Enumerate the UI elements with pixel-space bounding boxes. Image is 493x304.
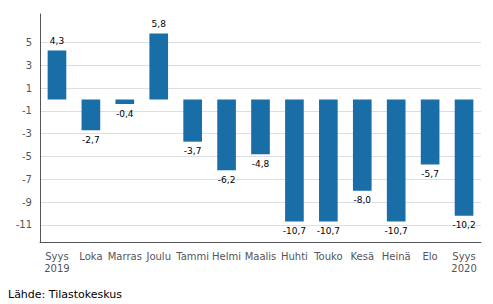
- svg-text:Joulu: Joulu: [145, 251, 171, 262]
- svg-text:Heinä: Heinä: [382, 251, 411, 262]
- svg-text:-10,7: -10,7: [317, 226, 340, 236]
- svg-text:-4,8: -4,8: [252, 159, 270, 169]
- svg-text:-9: -9: [22, 197, 32, 208]
- svg-text:-10,2: -10,2: [452, 220, 475, 230]
- svg-text:Helmi: Helmi: [212, 251, 241, 262]
- svg-text:2020: 2020: [451, 263, 476, 274]
- svg-text:-2,7: -2,7: [82, 135, 100, 145]
- svg-text:3: 3: [26, 60, 32, 71]
- svg-text:-3,7: -3,7: [184, 146, 202, 156]
- svg-text:-5,7: -5,7: [421, 169, 439, 179]
- svg-text:-11: -11: [16, 219, 32, 230]
- svg-text:2019: 2019: [44, 263, 69, 274]
- svg-text:Maalis: Maalis: [245, 251, 277, 262]
- svg-text:Huhti: Huhti: [281, 251, 308, 262]
- svg-text:Kesä: Kesä: [350, 251, 374, 262]
- svg-text:-6,2: -6,2: [218, 175, 236, 185]
- svg-text:Loka: Loka: [79, 251, 102, 262]
- svg-text:-3: -3: [22, 128, 32, 139]
- svg-text:-8,0: -8,0: [353, 195, 371, 205]
- svg-text:Touko: Touko: [313, 251, 342, 262]
- svg-text:4,3: 4,3: [50, 36, 64, 46]
- svg-text:-10,7: -10,7: [385, 226, 408, 236]
- svg-text:-5: -5: [22, 151, 32, 162]
- svg-text:Lähde: Tilastokeskus: Lähde: Tilastokeskus: [8, 288, 122, 301]
- svg-text:Syys: Syys: [45, 251, 68, 262]
- svg-text:Syys: Syys: [452, 251, 475, 262]
- svg-text:5: 5: [26, 37, 32, 48]
- svg-text:1: 1: [26, 83, 32, 94]
- svg-text:-7: -7: [22, 174, 32, 185]
- svg-text:5,8: 5,8: [152, 19, 167, 29]
- svg-text:Tammi: Tammi: [175, 251, 209, 262]
- svg-text:-0,4: -0,4: [116, 109, 134, 119]
- svg-text:-1: -1: [22, 105, 32, 116]
- svg-text:Elo: Elo: [423, 251, 438, 262]
- svg-text:Marras: Marras: [108, 251, 142, 262]
- svg-text:-10,7: -10,7: [283, 226, 306, 236]
